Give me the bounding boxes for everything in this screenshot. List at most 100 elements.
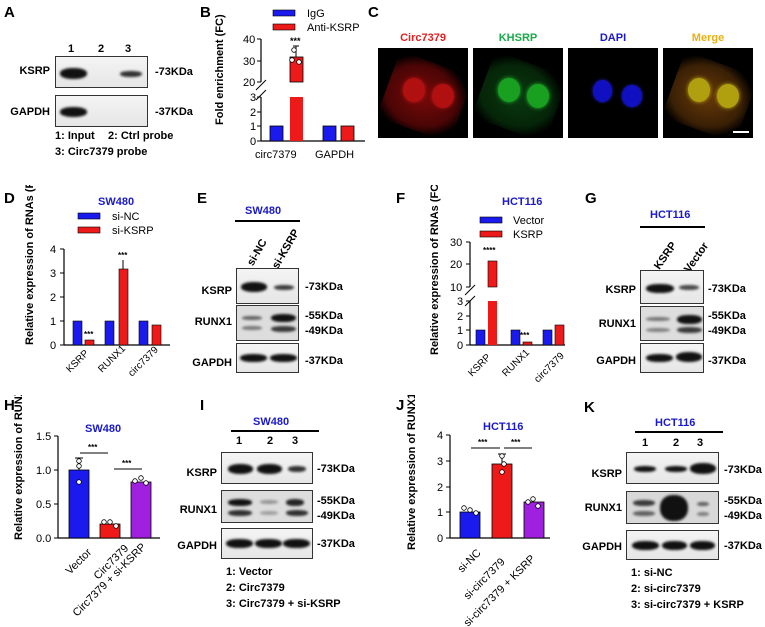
svg-text:RUNX1: RUNX1 bbox=[96, 343, 128, 375]
svg-text:3: 3 bbox=[437, 456, 443, 468]
channel-label-dapi: DAPI bbox=[599, 32, 627, 44]
blot-i-runx1 bbox=[221, 490, 313, 523]
svg-text:circ7379: circ7379 bbox=[255, 149, 297, 161]
kda-label: -55KDa bbox=[305, 310, 343, 322]
svg-text:2: 2 bbox=[437, 482, 443, 494]
chart-j: HCT116 Relative expression of RUNX1 mRNA… bbox=[406, 395, 550, 627]
lane-2: 2 bbox=[98, 43, 105, 55]
row-label-runx1: RUNX1 bbox=[584, 502, 622, 514]
svg-text:0: 0 bbox=[250, 136, 256, 148]
panel-label-g: G bbox=[585, 190, 597, 207]
svg-text:1: 1 bbox=[50, 316, 56, 328]
legend-igg: IgG bbox=[307, 8, 325, 20]
row-label-ksrp: KSRP bbox=[605, 284, 636, 296]
lane-label: KSRP bbox=[652, 239, 680, 272]
cell-line-label: HCT116 bbox=[655, 417, 696, 429]
svg-text:RUNX1: RUNX1 bbox=[500, 347, 532, 379]
if-image-dapi bbox=[568, 48, 658, 138]
svg-text:circ7379: circ7379 bbox=[532, 350, 567, 385]
blot-g-ksrp bbox=[640, 270, 704, 304]
svg-text:GAPDH: GAPDH bbox=[315, 149, 354, 161]
panel-label-e: E bbox=[197, 190, 208, 207]
cell-line-label: SW480 bbox=[253, 416, 290, 428]
svg-text:***: *** bbox=[478, 438, 488, 447]
svg-text:0.5: 0.5 bbox=[36, 499, 51, 511]
lane-1: 1 bbox=[236, 435, 243, 447]
blot-k-runx1 bbox=[626, 491, 719, 524]
y-axis-label: Fold enrichment (FC) bbox=[214, 14, 226, 125]
kda-label: -73KDa bbox=[708, 283, 746, 295]
row-label-gapdh: GAPDH bbox=[10, 106, 50, 118]
svg-text:30: 30 bbox=[243, 56, 255, 68]
y-axis-label: Relative expression of RUNX1 mRNA (FC) bbox=[406, 395, 418, 550]
lane-2: 2 bbox=[673, 437, 680, 449]
svg-text:HCT116: HCT116 bbox=[483, 421, 523, 433]
legend-item: 3: Circ7379 probe bbox=[55, 146, 148, 158]
svg-text:si-KSRP: si-KSRP bbox=[112, 225, 154, 237]
svg-text:2: 2 bbox=[50, 292, 56, 304]
legend-item: 1: si-NC bbox=[631, 567, 673, 579]
row-label-ksrp: KSRP bbox=[19, 65, 50, 77]
lane-label: si-NC bbox=[245, 237, 270, 268]
svg-text:1: 1 bbox=[437, 507, 443, 519]
legend-item: 3: si-circ7379 + KSRP bbox=[631, 599, 744, 611]
kda-label: -73KDa bbox=[155, 66, 193, 78]
svg-text:4: 4 bbox=[437, 430, 443, 442]
blot-a-ksrp bbox=[55, 56, 148, 88]
lane-group-line bbox=[640, 226, 705, 228]
svg-text:***: *** bbox=[84, 330, 94, 339]
svg-text:3: 3 bbox=[457, 296, 463, 308]
panel-label-k: K bbox=[584, 399, 595, 416]
kda-label: -55KDa bbox=[317, 495, 355, 507]
panel-label-c: C bbox=[368, 4, 379, 21]
lane-group-line bbox=[231, 430, 319, 432]
panel-label-f: F bbox=[396, 190, 406, 207]
blot-i-ksrp bbox=[221, 452, 313, 484]
svg-text:30: 30 bbox=[450, 237, 462, 249]
svg-text:circ7379: circ7379 bbox=[126, 344, 161, 379]
cell-line-label: HCT116 bbox=[650, 209, 691, 221]
svg-text:***: *** bbox=[122, 459, 132, 468]
svg-text:3: 3 bbox=[250, 92, 256, 104]
blot-a-gapdh bbox=[55, 95, 148, 127]
chart-f: HCT116 Vector KSRP Relative expression o… bbox=[429, 185, 567, 385]
cell-line-label: SW480 bbox=[245, 205, 282, 217]
svg-text:***: *** bbox=[520, 331, 530, 340]
if-image-merge bbox=[663, 48, 753, 138]
svg-text:1.0: 1.0 bbox=[36, 465, 51, 477]
svg-text:Relative expression of RNAs (F: Relative expression of RNAs (FC) bbox=[24, 185, 36, 345]
lane-3: 3 bbox=[125, 43, 132, 55]
row-label-ksrp: KSRP bbox=[201, 285, 232, 297]
svg-text:***: *** bbox=[290, 36, 301, 46]
svg-text:3: 3 bbox=[50, 268, 56, 280]
svg-text:1: 1 bbox=[250, 121, 256, 133]
lane-1: 1 bbox=[642, 437, 649, 449]
row-label-ksrp: KSRP bbox=[186, 467, 217, 479]
lane-3: 3 bbox=[292, 435, 299, 447]
panel-label-a: A bbox=[4, 4, 15, 21]
row-label-ksrp: KSRP bbox=[591, 468, 622, 480]
legend-item: 1: Vector bbox=[226, 566, 273, 578]
svg-text:si-NC: si-NC bbox=[456, 547, 484, 575]
blot-e-gapdh bbox=[236, 343, 299, 373]
svg-text:SW480: SW480 bbox=[85, 423, 121, 435]
kda-label: -37KDa bbox=[155, 106, 193, 118]
svg-text:***: *** bbox=[88, 443, 98, 452]
kda-label: -73KDa bbox=[317, 463, 355, 475]
chart-h: SW480 Relative expression of RUNX1 mRNA … bbox=[13, 395, 160, 619]
lane-group-line bbox=[235, 220, 300, 222]
scale-bar bbox=[733, 131, 749, 133]
kda-label: -49KDa bbox=[708, 325, 746, 337]
kda-label: -49KDa bbox=[317, 510, 355, 522]
kda-label: -37KDa bbox=[708, 355, 746, 367]
kda-label: -37KDa bbox=[317, 538, 355, 550]
lane-label: si-KSRP bbox=[270, 227, 303, 271]
lane-group-line bbox=[635, 431, 723, 433]
panel-label-j: J bbox=[396, 397, 405, 414]
lane-3: 3 bbox=[697, 437, 704, 449]
svg-text:si-NC: si-NC bbox=[112, 211, 140, 223]
row-label-gapdh: GAPDH bbox=[192, 357, 232, 369]
row-label-gapdh: GAPDH bbox=[582, 541, 622, 553]
chart-b: IgG Anti-KSRP Fold enrichment (FC) 40 30… bbox=[214, 8, 365, 161]
svg-text:****: **** bbox=[483, 246, 496, 255]
